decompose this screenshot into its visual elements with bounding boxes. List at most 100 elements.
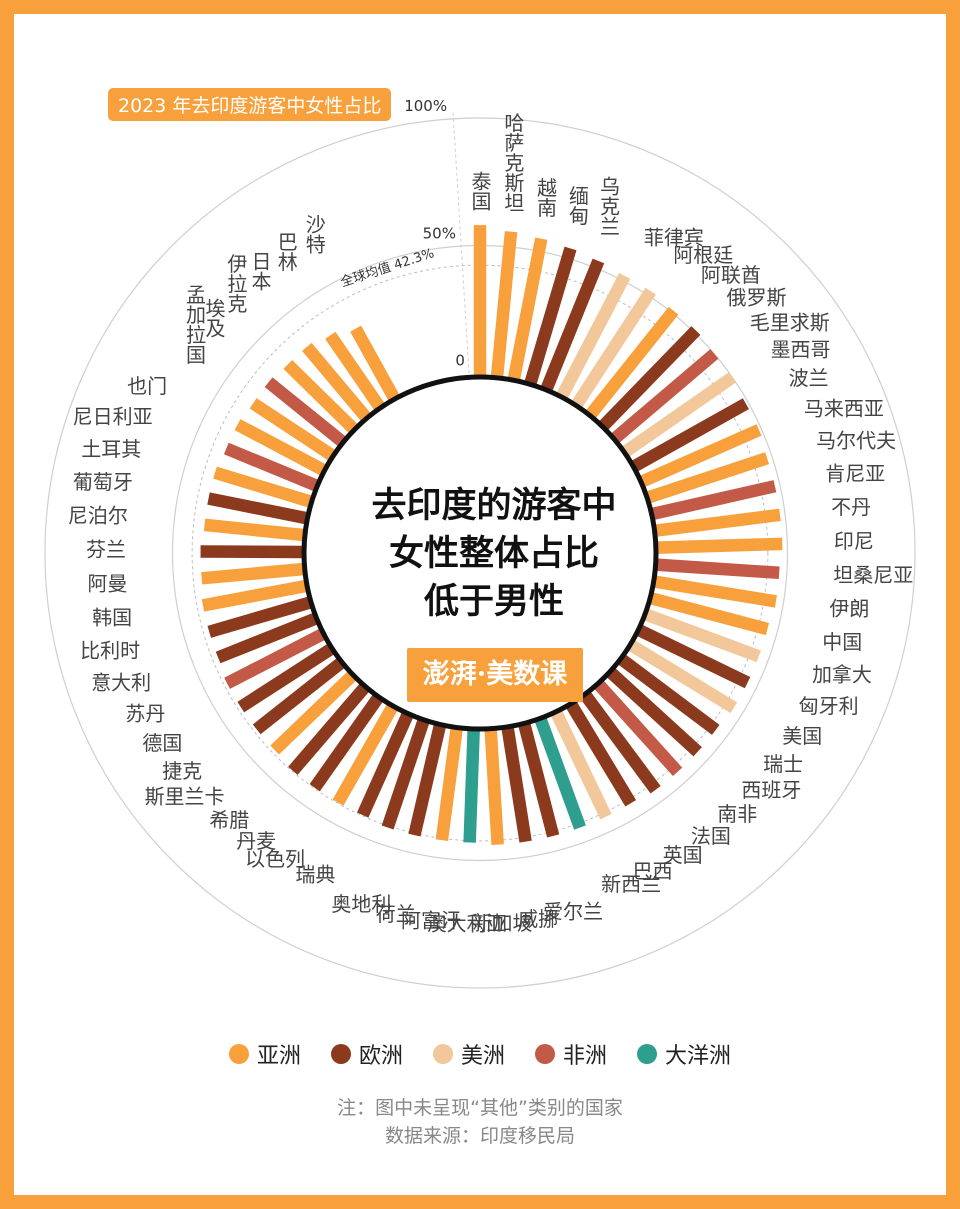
bar <box>203 518 304 542</box>
category-label: 阿联酋 <box>701 263 761 287</box>
bar-group <box>201 579 307 612</box>
category-label: 澳大利亚 <box>427 911 507 935</box>
bar <box>252 658 345 735</box>
category-label: 尼泊尔 <box>68 504 128 528</box>
bar <box>200 545 303 559</box>
bar <box>586 306 679 418</box>
bar-group <box>224 628 325 689</box>
bar <box>650 592 770 636</box>
category-label: 南非 <box>717 802 757 826</box>
bar <box>207 492 307 525</box>
bar-group <box>650 592 770 636</box>
bar <box>224 628 325 689</box>
bar <box>647 452 770 504</box>
bar <box>325 331 385 410</box>
bar <box>207 596 311 638</box>
bar <box>571 287 656 408</box>
bar-group <box>541 258 605 391</box>
legend-item-americas: 美洲 <box>432 1038 505 1070</box>
average-label: 全球均值 42.3% <box>339 245 437 290</box>
category-label: 乌克兰 <box>596 176 620 236</box>
bar-group <box>288 683 369 775</box>
bar-group <box>435 728 463 841</box>
bar <box>654 575 777 608</box>
category-label: 瑞典 <box>295 863 335 887</box>
bar <box>237 644 334 713</box>
bar <box>640 424 762 487</box>
category-label: 菲律宾 <box>644 226 704 250</box>
legend-label: 亚洲 <box>256 1044 301 1069</box>
category-label: 土耳其 <box>81 437 141 461</box>
category-label: 芬兰 <box>86 538 126 562</box>
bar-group <box>203 518 304 542</box>
bar <box>302 342 371 421</box>
bar <box>473 225 487 375</box>
bar <box>599 326 701 430</box>
category-label: 爱尔兰 <box>543 900 603 924</box>
bar-group <box>213 466 312 508</box>
bar-group <box>647 452 770 504</box>
bar <box>644 608 761 663</box>
bar-group <box>657 537 783 554</box>
publisher-logo: 澎湃·美数课 <box>407 648 583 702</box>
bar-group <box>507 237 548 380</box>
bar <box>234 419 326 476</box>
bar <box>632 398 749 472</box>
category-label: 巴林 <box>274 231 298 271</box>
category-label: 葡萄牙 <box>73 470 133 494</box>
bar-group <box>473 225 487 375</box>
bar-group <box>200 545 303 559</box>
category-label: 法国 <box>691 824 731 848</box>
bar-group <box>655 508 781 537</box>
category-label: 巴西 <box>633 859 673 883</box>
bar-group <box>309 694 383 792</box>
legend-item-europe: 欧洲 <box>330 1038 403 1070</box>
bar <box>283 359 358 433</box>
bar-group <box>652 480 777 520</box>
category-label: 埃及 <box>202 298 226 338</box>
bar <box>463 730 480 843</box>
note-line: 注：图中未呈现“其他”类别的国家 <box>337 1097 623 1119</box>
bar <box>288 683 369 775</box>
grid-circle <box>44 117 916 989</box>
bar-group <box>556 273 631 399</box>
bar <box>524 246 577 385</box>
category-label: 伊拉克 <box>224 253 248 313</box>
bar <box>657 558 780 580</box>
bar-group <box>566 702 637 807</box>
bar-group <box>637 624 751 689</box>
radial-bar-chart: 0 50% 100% 全球均值 42.3% 泰国 哈萨克斯坦 越南 缅甸 乌克兰菲律宾阿根廷阿联… <box>44 97 916 989</box>
bar-group <box>270 671 356 755</box>
bar-group <box>586 306 679 418</box>
category-label: 美国 <box>782 724 822 748</box>
category-label: 日本 <box>248 251 272 291</box>
category-label: 沙特 <box>302 214 326 254</box>
source-line: 数据来源：印度移民局 <box>384 1125 575 1147</box>
legend-label: 欧洲 <box>358 1044 403 1069</box>
bar <box>637 624 751 689</box>
center-circle <box>301 374 659 732</box>
bar <box>607 668 702 757</box>
bar <box>501 727 532 843</box>
category-label: 韩国 <box>92 605 132 629</box>
bar-group <box>283 359 358 433</box>
category-label: 不丹 <box>831 495 871 519</box>
category-label: 苏丹 <box>125 702 165 726</box>
category-label: 西班牙 <box>741 778 801 802</box>
bar <box>309 694 383 792</box>
category-label: 意大利 <box>91 671 151 695</box>
bar-group <box>302 342 371 421</box>
bar-group <box>484 730 504 846</box>
bar-group <box>350 325 400 401</box>
category-label: 哈萨克斯坦 <box>501 112 525 212</box>
legend-dot <box>535 1044 555 1064</box>
category-label: 比利时 <box>80 638 140 662</box>
bar <box>332 704 398 806</box>
category-label: 马来西亚 <box>804 397 884 421</box>
bar <box>581 692 661 794</box>
bar-group <box>223 442 318 491</box>
bar <box>264 377 346 447</box>
legend-dot <box>330 1044 351 1064</box>
bar-group <box>535 718 586 830</box>
bar <box>551 710 612 820</box>
